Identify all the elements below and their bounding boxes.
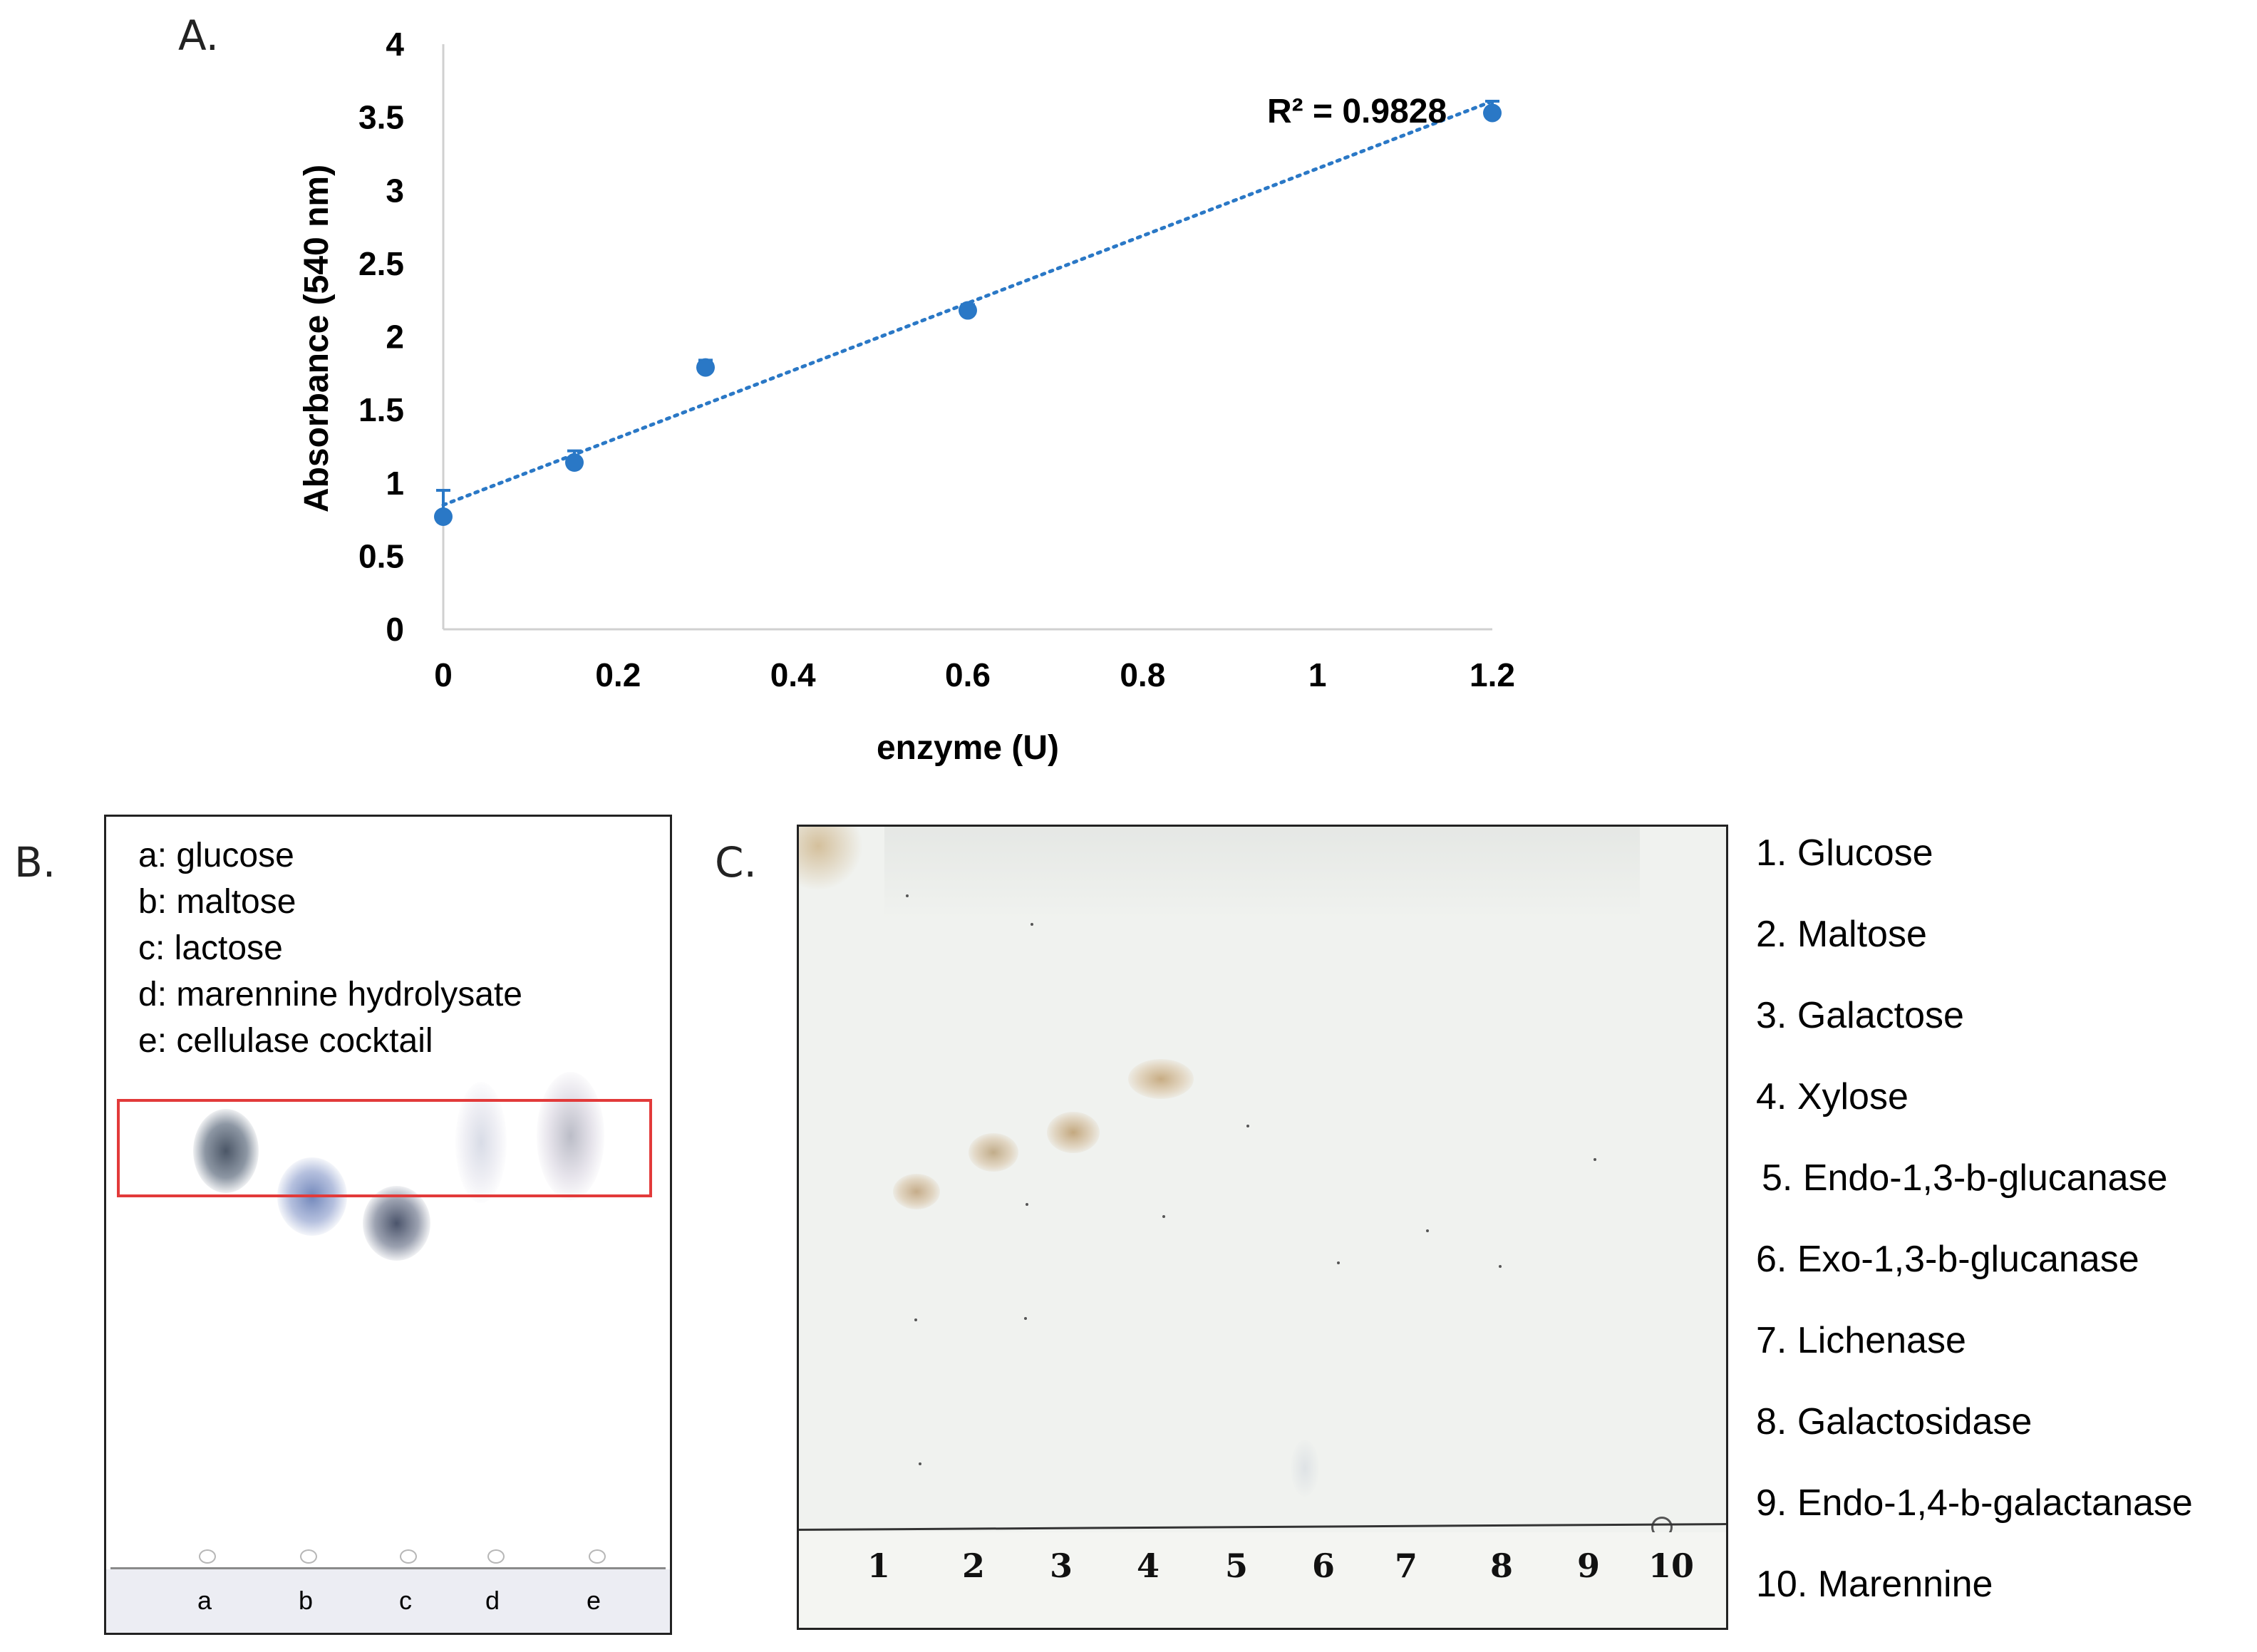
legend-item: 1. Glucose bbox=[1756, 832, 1933, 874]
faint-spot-6 bbox=[1291, 1440, 1319, 1497]
lane-number-5: 5 bbox=[1224, 1547, 1248, 1585]
r-squared-label: R² = 0.9828 bbox=[1267, 93, 1447, 130]
legend-item: 4. Xylose bbox=[1756, 1076, 1909, 1117]
highlight-box bbox=[117, 1099, 652, 1197]
legend-item: 2. Maltose bbox=[1756, 914, 1927, 955]
plate-b-legend: a: glucose b: maltose c: lactose d: mare… bbox=[138, 832, 522, 1064]
plate-c-top-streaks bbox=[884, 827, 1640, 919]
lane-number-2: 2 bbox=[961, 1547, 985, 1585]
plate-c-baseline bbox=[799, 1523, 1726, 1531]
x-tick-label: 1 bbox=[1308, 656, 1327, 693]
speck bbox=[1162, 1215, 1165, 1218]
trendline bbox=[441, 99, 1494, 507]
speck bbox=[1594, 1158, 1596, 1161]
spot-4-xylose bbox=[1128, 1059, 1194, 1099]
x-tick-label: 0.4 bbox=[770, 656, 816, 693]
y-tick-label: 3.5 bbox=[358, 99, 404, 136]
plate-b-label-strip bbox=[106, 1569, 670, 1633]
speck bbox=[1246, 1125, 1249, 1127]
spot-a-glucose bbox=[193, 1109, 259, 1193]
y-tick-label: 0 bbox=[386, 611, 404, 648]
lane-number-10: 10 bbox=[1648, 1547, 1694, 1585]
legend-item: 10. Marennine bbox=[1756, 1564, 1993, 1605]
y-tick-label: 0.5 bbox=[358, 537, 404, 574]
lane-label-d: d bbox=[485, 1586, 500, 1615]
origin-mark bbox=[300, 1549, 317, 1564]
speck bbox=[1337, 1261, 1340, 1264]
plate-c-stain bbox=[799, 827, 863, 891]
y-tick-label: 3 bbox=[386, 172, 404, 209]
origin-mark bbox=[589, 1549, 606, 1564]
spot-c-lactose bbox=[363, 1186, 430, 1261]
y-tick-label: 2.5 bbox=[358, 245, 404, 282]
origin-mark bbox=[400, 1549, 417, 1564]
absorbance-chart: 0 0.5 1 1.5 2 2.5 3 3.5 4 0 0.2 0.4 0.6 0.8 1 1.2 enzy… bbox=[298, 26, 1515, 767]
trendline-group bbox=[441, 99, 1494, 507]
origin-mark bbox=[487, 1549, 505, 1564]
y-axis-title: Absorbance (540 nm) bbox=[298, 165, 336, 512]
legend-item: e: cellulase cocktail bbox=[138, 1022, 433, 1060]
data-point bbox=[434, 507, 453, 526]
lane-number-6: 6 bbox=[1311, 1547, 1335, 1585]
legend-item: 3. Galactose bbox=[1756, 995, 1964, 1036]
y-tick-label: 4 bbox=[386, 26, 404, 63]
origin-mark bbox=[199, 1549, 216, 1564]
data-point bbox=[565, 453, 584, 473]
lane-number-1: 1 bbox=[867, 1547, 890, 1585]
tlc-plate-b: a: glucose b: maltose c: lactose d: mare… bbox=[104, 815, 672, 1635]
x-tick-labels: 0 0.2 0.4 0.6 0.8 1 1.2 bbox=[434, 656, 1515, 693]
legend-item: 6. Exo-1,3-b-glucanase bbox=[1756, 1239, 2139, 1280]
speck bbox=[1026, 1203, 1028, 1206]
spot-1-glucose bbox=[893, 1174, 940, 1209]
legend-item: 9. Endo-1,4-b-galactanase bbox=[1756, 1482, 2193, 1524]
lane-number-3: 3 bbox=[1049, 1547, 1073, 1585]
lane-label-b: b bbox=[298, 1586, 314, 1615]
legend-item: d: marennine hydrolysate bbox=[138, 976, 522, 1013]
y-tick-labels: 0 0.5 1 1.5 2 2.5 3 3.5 4 bbox=[358, 26, 404, 648]
spot-2-maltose bbox=[969, 1133, 1018, 1172]
data-point bbox=[696, 358, 715, 377]
legend-item: b: maltose bbox=[138, 883, 296, 921]
speck bbox=[1499, 1265, 1502, 1268]
speck bbox=[919, 1462, 921, 1465]
data-points bbox=[434, 100, 1502, 526]
spot-d-hydrolysate bbox=[455, 1082, 507, 1203]
data-point bbox=[1483, 103, 1502, 123]
lane-number-9: 9 bbox=[1576, 1547, 1600, 1585]
x-tick-label: 0.2 bbox=[595, 656, 641, 693]
panel-label-c: C. bbox=[715, 838, 757, 887]
legend-item: c: lactose bbox=[138, 929, 283, 967]
legend-item: a: glucose bbox=[138, 837, 294, 874]
panel-label-b: B. bbox=[14, 838, 56, 887]
tlc-plate-c: 1 2 3 4 5 6 7 8 9 10 bbox=[797, 825, 1728, 1630]
lane-label-c: c bbox=[399, 1586, 412, 1615]
x-axis-title: enzyme (U) bbox=[877, 729, 1059, 767]
data-point bbox=[959, 301, 977, 320]
legend-item: 5. Endo-1,3-b-glucanase bbox=[1762, 1157, 2168, 1199]
panel-label-a: A. bbox=[178, 11, 219, 60]
y-tick-label: 1 bbox=[386, 465, 404, 502]
plate-c-label-strip bbox=[799, 1532, 1726, 1628]
speck bbox=[914, 1318, 917, 1321]
spot-e-cellulase bbox=[537, 1072, 604, 1200]
x-tick-label: 1.2 bbox=[1470, 656, 1515, 693]
x-tick-label: 0 bbox=[434, 656, 453, 693]
spot-3-galactose bbox=[1047, 1112, 1100, 1153]
speck bbox=[906, 894, 909, 897]
plate-b-baseline bbox=[110, 1567, 666, 1569]
x-tick-label: 0.8 bbox=[1120, 656, 1165, 693]
lane-label-e: e bbox=[586, 1586, 601, 1615]
y-tick-label: 1.5 bbox=[358, 391, 404, 428]
speck bbox=[1024, 1317, 1027, 1320]
speck bbox=[1031, 923, 1033, 926]
x-tick-label: 0.6 bbox=[945, 656, 991, 693]
legend-item: 7. Lichenase bbox=[1756, 1320, 1966, 1361]
legend-item: 8. Galactosidase bbox=[1756, 1401, 2033, 1442]
lane-label-a: a bbox=[197, 1586, 212, 1615]
y-tick-label: 2 bbox=[386, 319, 404, 356]
speck bbox=[1426, 1229, 1429, 1232]
lane-number-8: 8 bbox=[1489, 1547, 1513, 1585]
lane-number-4: 4 bbox=[1136, 1547, 1160, 1585]
lane-number-7: 7 bbox=[1394, 1547, 1417, 1585]
